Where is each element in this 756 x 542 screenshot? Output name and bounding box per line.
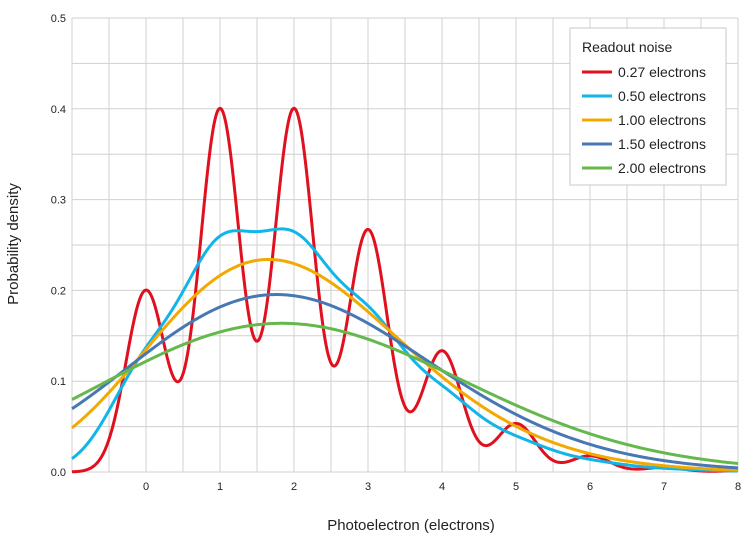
legend-label: 2.00 electrons <box>618 160 706 176</box>
x-axis-title: Photoelectron (electrons) <box>327 517 495 534</box>
x-tick-label: 2 <box>291 481 297 493</box>
y-tick-label: 0.5 <box>51 13 66 25</box>
legend-title: Readout noise <box>582 39 673 55</box>
x-tick-label: 6 <box>587 481 593 493</box>
y-tick-label: 0.2 <box>51 285 66 297</box>
x-tick-label: 1 <box>217 481 223 493</box>
x-tick-label: 8 <box>735 481 741 493</box>
y-tick-labels: 0.0 0.1 0.2 0.3 0.4 0.5 <box>51 13 66 479</box>
x-tick-label: 0 <box>143 481 149 493</box>
x-tick-label: 4 <box>439 481 445 493</box>
legend-label: 1.50 electrons <box>618 136 706 152</box>
y-tick-label: 0.1 <box>51 376 66 388</box>
x-tick-labels: 0 1 2 3 4 5 6 7 8 <box>143 481 741 493</box>
y-tick-label: 0.4 <box>51 104 66 116</box>
legend: Readout noise 0.27 electrons 0.50 electron… <box>570 28 726 185</box>
legend-label: 0.27 electrons <box>618 64 706 80</box>
legend-label: 0.50 electrons <box>618 88 706 104</box>
x-tick-label: 3 <box>365 481 371 493</box>
y-tick-label: 0.0 <box>51 467 66 479</box>
y-axis-title: Probability density <box>5 183 22 305</box>
legend-label: 1.00 electrons <box>618 112 706 128</box>
y-tick-label: 0.3 <box>51 195 66 207</box>
x-tick-label: 5 <box>513 481 519 493</box>
x-tick-label: 7 <box>661 481 667 493</box>
